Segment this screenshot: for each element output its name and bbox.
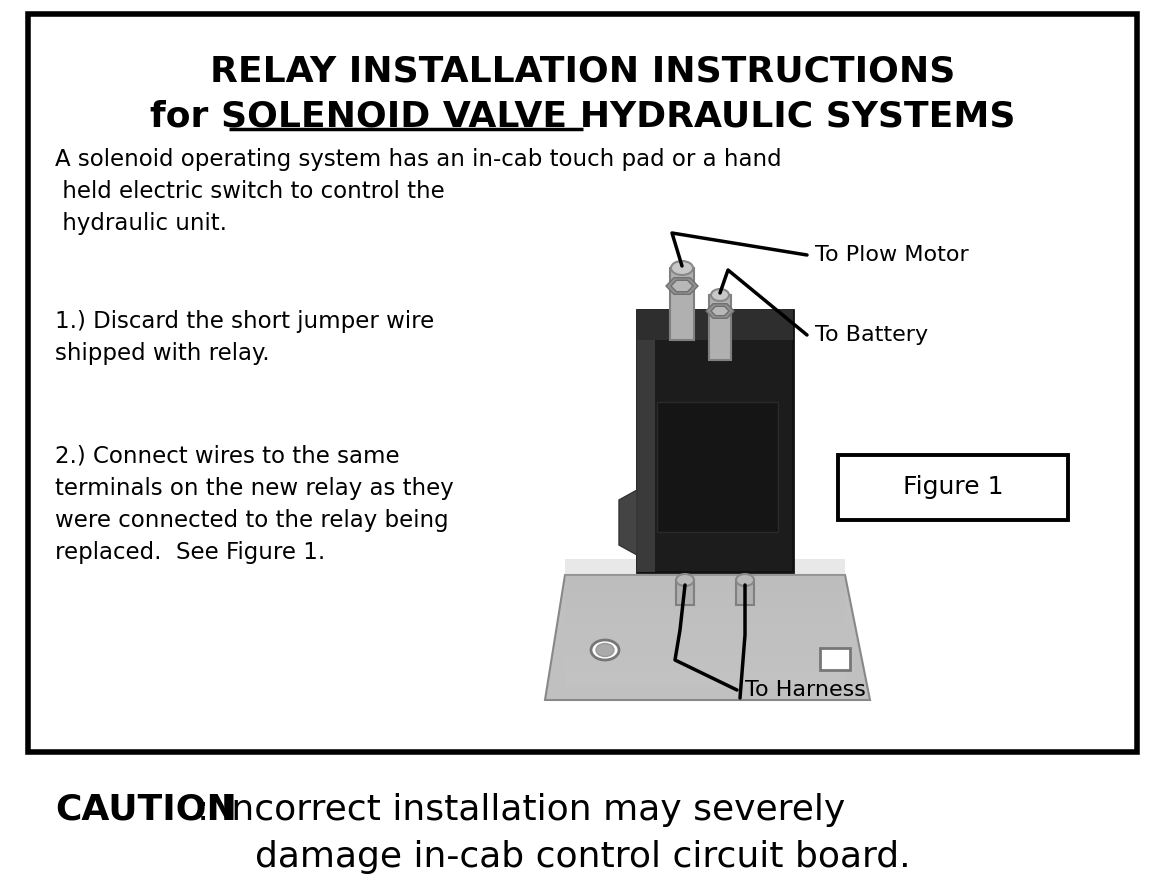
Bar	[565, 623, 845, 639]
Polygon shape	[666, 278, 698, 294]
Text: : Incorrect installation may severely: : Incorrect installation may severely	[197, 793, 846, 827]
Ellipse shape	[676, 574, 694, 586]
Text: To Harness: To Harness	[744, 680, 866, 700]
Bar	[657, 402, 778, 532]
Ellipse shape	[591, 640, 619, 660]
Text: 1.) Discard the short jumper wire
shipped with relay.: 1.) Discard the short jumper wire shippe…	[55, 310, 435, 365]
Bar	[820, 648, 850, 670]
Text: RELAY INSTALLATION INSTRUCTIONS: RELAY INSTALLATION INSTRUCTIONS	[210, 55, 955, 89]
Text: To Plow Motor: To Plow Motor	[816, 245, 969, 265]
Bar	[709, 295, 730, 360]
Text: To Battery: To Battery	[816, 325, 929, 345]
Bar	[838, 455, 1068, 520]
Bar	[565, 559, 845, 575]
Bar	[565, 607, 845, 623]
Bar	[637, 310, 793, 572]
Text: 2.) Connect wires to the same
terminals on the new relay as they
were connected : 2.) Connect wires to the same terminals …	[55, 445, 453, 564]
Text: A solenoid operating system has an in-cab touch pad or a hand
 held electric swi: A solenoid operating system has an in-ca…	[55, 148, 782, 235]
Ellipse shape	[736, 574, 754, 586]
Bar	[637, 310, 793, 340]
Text: damage in-cab control circuit board.: damage in-cab control circuit board.	[255, 840, 910, 874]
Polygon shape	[671, 281, 693, 292]
Polygon shape	[545, 575, 870, 700]
Bar	[565, 591, 845, 607]
Bar	[28, 14, 1137, 752]
Polygon shape	[619, 490, 637, 555]
Polygon shape	[711, 306, 729, 315]
Ellipse shape	[596, 644, 614, 656]
Bar	[736, 580, 754, 605]
Bar	[637, 310, 655, 572]
Bar	[670, 268, 694, 340]
Text: Figure 1: Figure 1	[903, 475, 1003, 499]
Bar	[565, 639, 845, 655]
Text: CAUTION: CAUTION	[55, 793, 236, 827]
Polygon shape	[706, 304, 734, 318]
Bar	[565, 575, 845, 591]
Bar	[565, 655, 845, 671]
Ellipse shape	[671, 261, 693, 275]
Bar	[565, 671, 845, 687]
Text: for SOLENOID VALVE HYDRAULIC SYSTEMS: for SOLENOID VALVE HYDRAULIC SYSTEMS	[150, 100, 1015, 134]
Bar	[676, 580, 694, 605]
Ellipse shape	[711, 289, 729, 301]
